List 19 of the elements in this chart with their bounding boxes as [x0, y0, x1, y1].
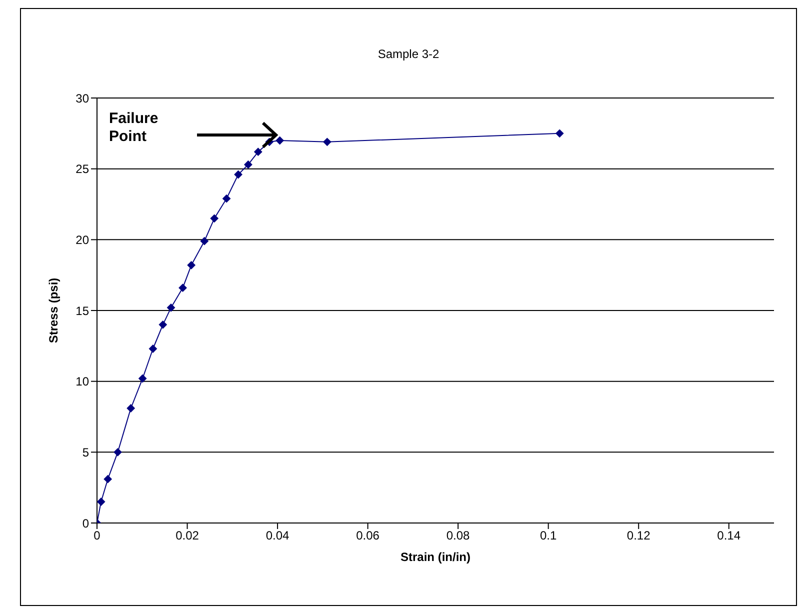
x-tick-label: 0.02: [176, 528, 200, 543]
y-tick-label: 20: [76, 232, 90, 247]
y-tick-label: 25: [76, 162, 90, 176]
x-tick-label: 0.06: [356, 528, 380, 543]
y-tick-label: 5: [82, 445, 90, 460]
y-tick-label: 0: [82, 516, 90, 530]
x-tick-label: 0.1: [540, 528, 557, 543]
x-tick-label: 0.14: [717, 528, 741, 543]
x-tick-label: 0.08: [446, 528, 470, 543]
x-axis-title: Strain (in/in): [400, 550, 470, 564]
chart-title: Sample 3-2: [376, 47, 440, 61]
x-tick-label: 0.12: [626, 528, 651, 543]
y-axis-title: Stress (psi): [46, 278, 60, 344]
x-tick-label: 0.04: [266, 528, 290, 543]
x-tick-label: 0: [94, 528, 101, 543]
y-tick-label: 15: [76, 304, 90, 318]
y-tick-label: 10: [76, 374, 90, 389]
y-tick-label: 30: [76, 91, 90, 106]
annotation: Failure Point: [109, 110, 158, 145]
